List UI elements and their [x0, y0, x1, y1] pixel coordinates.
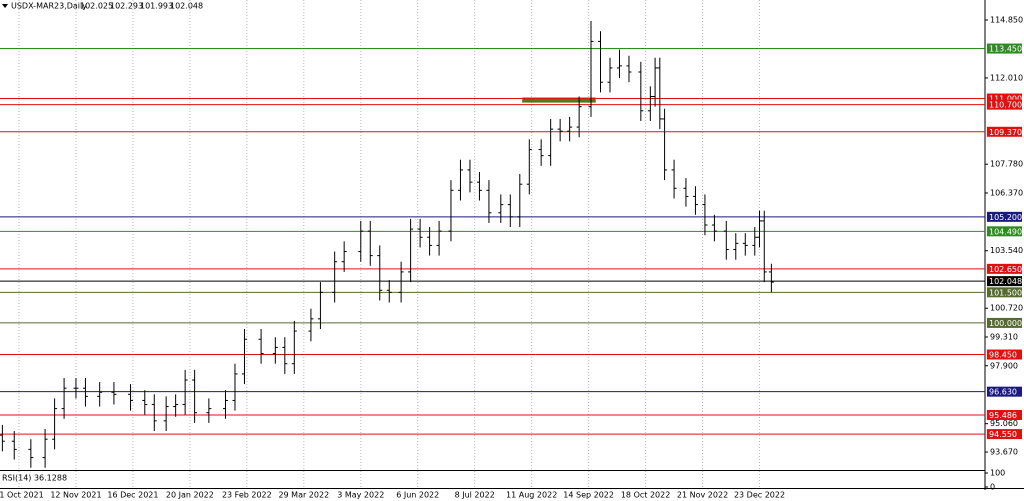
level-tag [987, 43, 1022, 54]
menu-arrow[interactable] [2, 4, 8, 8]
level-tag [987, 99, 1022, 110]
x-tick-label: 23 Dec 2022 [734, 491, 785, 500]
y-tick-label: 99.310 [990, 332, 1018, 341]
level-tag [987, 349, 1022, 360]
rsi-tick-label: 100 [990, 469, 1005, 478]
level-tag [987, 287, 1022, 298]
x-tick-label: 6 Jun 2022 [396, 491, 439, 500]
level-tag [987, 410, 1022, 421]
level-label: 104.490 [989, 227, 1022, 236]
level-label: 96.630 [989, 388, 1017, 397]
level-label: 111.000 [989, 95, 1022, 104]
level-label: 102.048 [989, 277, 1022, 286]
header-value: 101.993 [140, 2, 173, 11]
level-label: 94.550 [989, 430, 1017, 439]
level-tag [987, 276, 1022, 287]
y-tick-label: 114.850 [990, 15, 1023, 24]
x-tick-label: 18 Oct 2022 [621, 491, 670, 500]
x-tick-label: 8 Jul 2022 [455, 491, 495, 500]
level-tag [987, 317, 1022, 328]
x-tick-label: 29 Mar 2022 [278, 491, 329, 500]
x-tick-label: 20 Jan 2022 [166, 491, 214, 500]
x-tick-label: 14 Sep 2022 [563, 491, 614, 500]
level-label: 105.200 [989, 213, 1022, 222]
y-tick-label: 112.010 [990, 73, 1023, 82]
rsi-label: RSI(14) 36.1288 [2, 474, 67, 483]
x-tick-label: 21 Nov 2022 [677, 491, 728, 500]
x-tick-label: 23 Feb 2022 [222, 491, 272, 500]
x-tick-label: 3 May 2022 [337, 491, 384, 500]
level-tag [987, 93, 1022, 104]
rsi-tick-label: 0 [990, 483, 995, 492]
y-tick-label: 107.780 [990, 160, 1023, 169]
level-label: 110.700 [989, 101, 1022, 110]
level-tag [987, 226, 1022, 237]
level-label: 98.450 [989, 351, 1017, 360]
y-tick-label: 103.540 [990, 246, 1023, 255]
level-label: 109.370 [989, 128, 1022, 137]
header-value: 102.025 [80, 2, 113, 11]
level-tag [987, 211, 1022, 222]
header-value: 102.048 [170, 2, 203, 11]
level-tag [987, 126, 1022, 137]
y-tick-label: 97.900 [990, 361, 1018, 370]
level-label: 101.500 [989, 288, 1022, 297]
level-label: 95.486 [989, 411, 1017, 420]
level-tag [987, 263, 1022, 274]
zone [522, 97, 596, 103]
chart-title: USDX-MAR23,Daily [11, 2, 87, 11]
x-tick-label: 11 Aug 2022 [506, 491, 557, 500]
level-tag [987, 429, 1022, 440]
x-tick-label: 16 Dec 2021 [107, 491, 158, 500]
level-tag [987, 386, 1022, 397]
x-tick-label: 12 Nov 2021 [50, 491, 101, 500]
y-tick-label: 106.370 [990, 188, 1023, 197]
y-tick-label: 100.720 [990, 304, 1023, 313]
level-label: 102.650 [989, 265, 1022, 274]
header-value: 102.293 [110, 2, 143, 11]
x-tick-label: 11 Oct 2021 [0, 491, 44, 500]
level-label: 113.450 [989, 45, 1022, 54]
level-label: 100.000 [989, 319, 1022, 328]
y-tick-label: 93.670 [990, 448, 1018, 457]
y-tick-label: 95.060 [990, 419, 1018, 428]
